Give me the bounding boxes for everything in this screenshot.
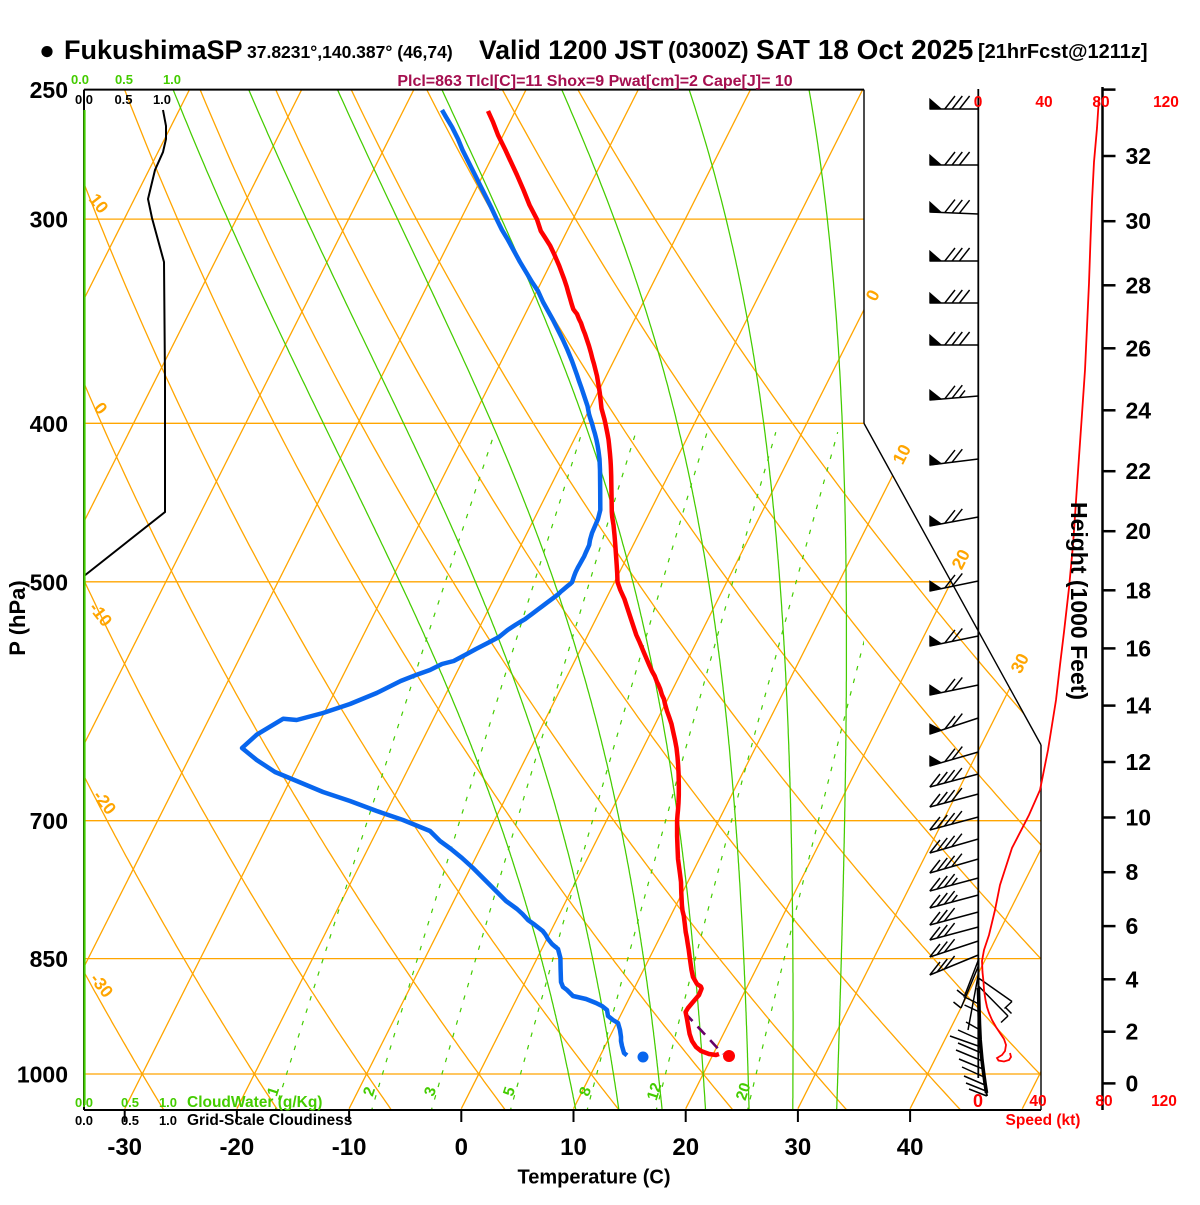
svg-text:250: 250 [30, 77, 68, 103]
svg-text:-30: -30 [107, 1134, 142, 1161]
svg-text:0.5: 0.5 [115, 72, 133, 87]
svg-text:1.0: 1.0 [159, 1095, 177, 1110]
svg-text:12: 12 [1126, 749, 1152, 775]
svg-text:0: 0 [974, 94, 983, 111]
svg-text:6: 6 [1126, 913, 1139, 939]
svg-text:22: 22 [1126, 458, 1152, 484]
svg-text:8: 8 [1126, 859, 1139, 885]
svg-text:1.0: 1.0 [159, 1113, 177, 1128]
svg-text:120: 120 [1151, 1093, 1177, 1110]
svg-text:700: 700 [30, 808, 68, 834]
svg-text:850: 850 [30, 946, 68, 972]
svg-text:18: 18 [1126, 577, 1152, 603]
svg-text:[21hrFcst@1211z]: [21hrFcst@1211z] [978, 41, 1148, 63]
svg-text:0.0: 0.0 [75, 1113, 93, 1128]
svg-text:-20: -20 [220, 1134, 255, 1161]
svg-text:28: 28 [1126, 272, 1152, 298]
svg-text:FukushimaSP: FukushimaSP [64, 35, 243, 65]
svg-text:0.5: 0.5 [114, 92, 132, 107]
svg-text:10: 10 [560, 1134, 587, 1161]
svg-text:SAT 18 Oct 2025: SAT 18 Oct 2025 [756, 34, 973, 65]
svg-text:40: 40 [897, 1134, 924, 1161]
svg-text:2: 2 [1126, 1019, 1139, 1045]
svg-text:40: 40 [1029, 1093, 1046, 1110]
svg-text:12: 12 [644, 1081, 665, 1103]
svg-text:4: 4 [1126, 966, 1139, 992]
svg-text:300: 300 [30, 207, 68, 233]
svg-text:20: 20 [672, 1134, 699, 1161]
svg-text:26: 26 [1126, 335, 1152, 361]
svg-text:14: 14 [1126, 693, 1152, 719]
svg-text:Speed (kt): Speed (kt) [1006, 1112, 1081, 1129]
svg-text:500: 500 [30, 569, 68, 595]
svg-text:80: 80 [1092, 94, 1109, 111]
svg-text:1.0: 1.0 [163, 72, 181, 87]
svg-text:1000: 1000 [17, 1062, 68, 1088]
svg-text:0.5: 0.5 [121, 1113, 139, 1128]
svg-text:0.0: 0.0 [71, 72, 89, 87]
svg-text:CloudWater (g/Kg): CloudWater (g/Kg) [187, 1094, 322, 1111]
svg-text:400: 400 [30, 411, 68, 437]
svg-text:80: 80 [1095, 1093, 1112, 1110]
svg-text:Height (1000 Feet): Height (1000 Feet) [1066, 502, 1092, 700]
svg-text:1.0: 1.0 [153, 92, 171, 107]
svg-text:37.8231°,140.387° (46,74): 37.8231°,140.387° (46,74) [247, 42, 453, 62]
svg-text:24: 24 [1126, 397, 1152, 423]
svg-text:20: 20 [733, 1081, 754, 1103]
svg-text:Temperature (C): Temperature (C) [518, 1167, 671, 1189]
svg-text:20: 20 [1126, 518, 1152, 544]
svg-text:30: 30 [1126, 208, 1152, 234]
svg-text:30: 30 [785, 1134, 812, 1161]
svg-text:40: 40 [1035, 94, 1052, 111]
svg-text:0.0: 0.0 [75, 1095, 93, 1110]
svg-text:0: 0 [1126, 1070, 1139, 1096]
svg-text:(0300Z): (0300Z) [668, 37, 749, 63]
svg-text:Valid 1200 JST: Valid 1200 JST [479, 35, 663, 65]
svg-text:0.5: 0.5 [121, 1095, 139, 1110]
svg-text:120: 120 [1153, 94, 1179, 111]
svg-text:0.0: 0.0 [75, 92, 93, 107]
svg-text:P (hPa): P (hPa) [5, 580, 30, 655]
svg-text:32: 32 [1126, 143, 1152, 169]
svg-text:-10: -10 [332, 1134, 367, 1161]
svg-text:0: 0 [973, 1091, 983, 1111]
svg-text:0: 0 [455, 1134, 468, 1161]
svg-text:16: 16 [1126, 635, 1152, 661]
svg-text:Grid-Scale Cloudiness: Grid-Scale Cloudiness [187, 1112, 352, 1129]
svg-text:10: 10 [1126, 805, 1152, 831]
svg-text:Plcl=863 Tlcl[C]=11 Shox=9 Pwa: Plcl=863 Tlcl[C]=11 Shox=9 Pwat[cm]=2 Ca… [397, 73, 792, 90]
